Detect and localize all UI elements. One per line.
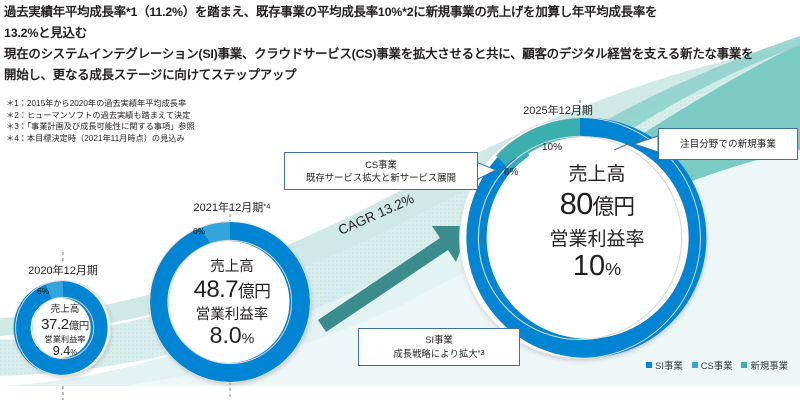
footnote-3: ＊3：「事業計画及び成長可能性に関する事項」参照: [6, 122, 195, 132]
sales-value-fy2021: 48.7億円: [193, 275, 271, 303]
margin-label-fy2020: 営業利益率: [44, 334, 86, 344]
year-label-fy2020: 2020年12月期: [8, 262, 118, 278]
legend-item-si: SI事業: [646, 358, 683, 372]
headline-line-2: 13.2%と見込む: [4, 26, 87, 40]
footnote-2: ＊2：ヒューマンソフトの過去実績も踏まえて決定: [6, 110, 191, 120]
callout-cs-title: CS事業: [365, 159, 397, 170]
legend-swatch-si: [646, 362, 653, 368]
margin-value-fy2025: 10%: [572, 250, 622, 282]
margin-value-fy2020: 9.4%: [52, 343, 78, 358]
donut-fy2025: [459, 117, 707, 359]
callout-new-title: 注目分野での新規事業: [680, 138, 776, 150]
callout-si-business[interactable]: SI事業 成長戦略により拡大*3: [358, 328, 520, 366]
year-label-fy2021-sup: *4: [263, 201, 271, 211]
legend-label-si: SI事業: [655, 360, 683, 371]
segment-label-fy2025-cs: 6%: [503, 167, 519, 178]
headline: 過去実績年平均成長率*1（11.2%）を踏まえ、既存事業の平均成長率10%*2に…: [4, 2, 780, 86]
legend-label-new: 新規事業: [750, 360, 788, 371]
legend-item-cs: CS事業: [691, 358, 733, 372]
year-label-fy2021-text: 2021年12月期: [193, 202, 264, 214]
callout-new-business[interactable]: 注目分野での新規事業: [658, 128, 798, 160]
sales-label-fy2021: 売上高: [210, 259, 254, 275]
legend-item-new: 新規事業: [741, 358, 788, 372]
leader-lines: [62, 100, 581, 400]
callout-cs-desc: 既存サービス拡大と新サービス展開: [305, 172, 456, 183]
sales-label-fy2025: 売上高: [568, 164, 626, 185]
segment-label-fy2021-cs: 6%: [192, 226, 206, 236]
footnote-1: ＊1：2015年から2020年の過去実績年平均成長率: [6, 99, 187, 108]
callout-si-desc: 成長戦略により拡大*3: [393, 348, 485, 360]
segment-label-fy2020-cs: 6%: [36, 286, 50, 296]
donut-fy2020: [13, 280, 111, 376]
headline-line-1: 過去実績年平均成長率*1（11.2%）を踏まえ、既存事業の平均成長率10%*2に…: [4, 5, 658, 19]
year-label-fy2025-text: 2025年12月期: [523, 105, 593, 117]
donut-center-fy2025: 売上高 80億円 営業利益率 10%: [512, 165, 682, 281]
footnotes: ＊1：2015年から2020年の過去実績年平均成長率 ＊2：ヒューマンソフトの過…: [6, 98, 195, 144]
legend-label-cs: CS事業: [700, 360, 733, 371]
headline-line-4: 開始し、更なる成長ステージに向けてステップアップ: [4, 68, 297, 82]
cagr-arrow: [318, 226, 470, 332]
callout-cs-business[interactable]: CS事業 既存サービス拡大と新サービス展開: [284, 152, 478, 190]
legend-swatch-new: [741, 362, 748, 368]
year-label-fy2025: 2025年12月期: [498, 102, 618, 118]
legend-swatch-cs: [691, 362, 698, 368]
donut-fy2021: [149, 221, 311, 383]
sales-label-fy2020: 売上高: [50, 304, 80, 315]
margin-value-fy2021: 8.0%: [209, 322, 255, 348]
donut-center-fy2021: 売上高 48.7億円 営業利益率 8.0%: [172, 260, 292, 347]
margin-label-fy2021: 営業利益率: [195, 306, 269, 323]
year-label-fy2021: 2021年12月期*4: [172, 199, 292, 215]
sales-value-fy2025: 80億円: [559, 186, 635, 221]
donut-center-fy2020: 売上高 37.2億円 営業利益率 9.4%: [20, 305, 110, 357]
callout-si-title: SI事業: [425, 334, 453, 346]
footnote-4: ＊4：本目標決定時（2021年11月時点）の見込み: [6, 133, 185, 143]
sales-value-fy2020: 37.2億円: [41, 315, 89, 333]
segment-label-fy2025-new: 10%: [541, 142, 562, 153]
chart-legend: SI事業 CS事業 新規事業: [646, 358, 788, 372]
headline-line-3: 現在のシステムインテグレーション(SI)事業、クラウドサービス(CS)事業を拡大…: [4, 47, 754, 61]
year-label-fy2020-text: 2020年12月期: [28, 265, 98, 277]
margin-label-fy2025: 営業利益率: [549, 229, 645, 250]
